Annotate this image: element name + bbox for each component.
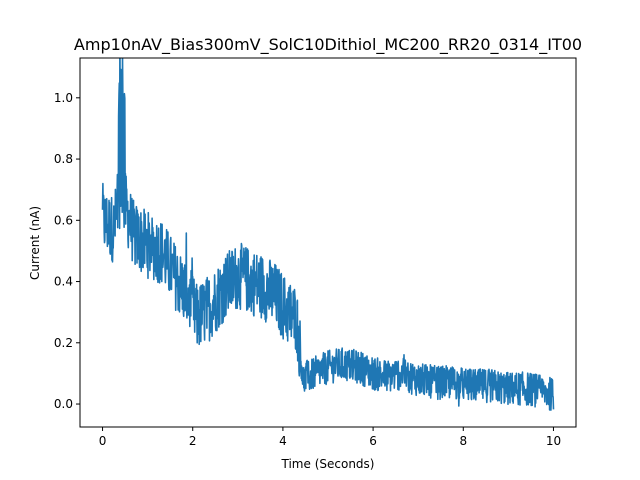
x-tick-label: 8	[459, 434, 467, 448]
x-axis: 0 2 4 6 8 10	[99, 427, 561, 448]
x-tick-label: 4	[279, 434, 287, 448]
x-tick-label: 6	[369, 434, 377, 448]
x-axis-label: Time (Seconds)	[281, 457, 375, 471]
series-line	[101, 58, 555, 411]
y-tick-label: 0.2	[54, 336, 73, 350]
series-layer	[101, 58, 555, 411]
x-tick-label: 10	[546, 434, 561, 448]
y-tick-label: 0.8	[54, 152, 73, 166]
y-tick-label: 0.0	[54, 397, 73, 411]
y-axis: 0.0 0.2 0.4 0.6 0.8 1.0	[54, 91, 80, 411]
y-tick-label: 0.6	[54, 213, 73, 227]
y-tick-label: 0.4	[54, 275, 73, 289]
x-tick-label: 2	[189, 434, 197, 448]
y-tick-label: 1.0	[54, 91, 73, 105]
chart-title: Amp10nAV_Bias300mV_SolC10Dithiol_MC200_R…	[74, 35, 582, 55]
plot-frame	[79, 57, 577, 428]
y-axis-label: Current (nA)	[28, 206, 42, 280]
x-tick-label: 0	[99, 434, 107, 448]
